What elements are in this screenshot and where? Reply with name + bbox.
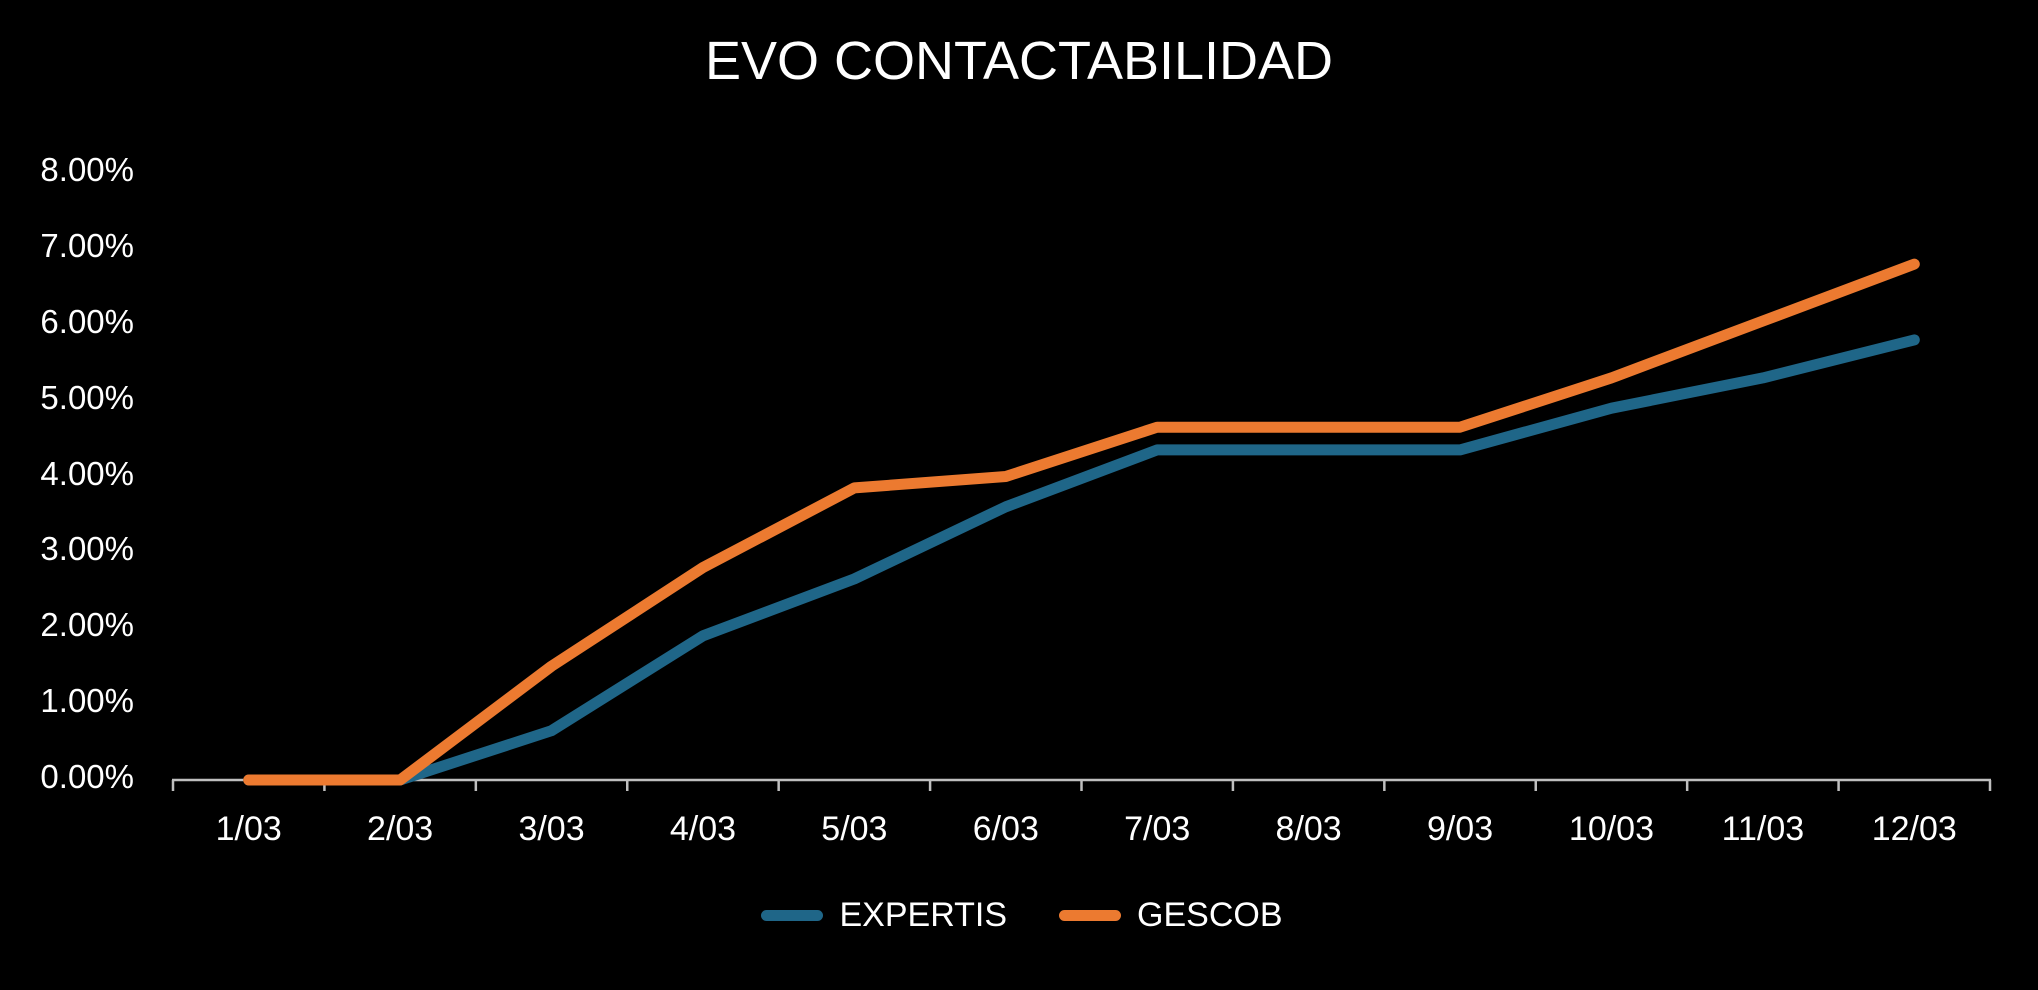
series-line-expertis: [243, 334, 1920, 786]
legend-item-gescob: GESCOB: [1059, 896, 1283, 934]
y-axis-tick-label: 7.00%: [40, 226, 134, 264]
y-axis-tick-label: 8.00%: [40, 151, 134, 188]
x-axis-tick-label: 3/03: [518, 810, 585, 848]
legend-swatch-expertis: [761, 909, 824, 921]
legend-label: GESCOB: [1137, 896, 1283, 934]
y-axis-tick-label: 1.00%: [40, 682, 134, 720]
legend-label: EXPERTIS: [839, 896, 1008, 934]
series-line-gescob: [243, 258, 1920, 786]
y-axis-tick-label: 3.00%: [40, 530, 134, 568]
legend: EXPERTIS GESCOB: [0, 898, 2038, 932]
y-axis-tick-label: 2.00%: [40, 606, 134, 644]
x-axis-tick-label: 9/03: [1426, 810, 1494, 848]
x-axis-tick-label: 8/03: [1275, 810, 1342, 848]
y-axis-tick-label: 5.00%: [40, 378, 134, 416]
x-axis-tick-label: 2/03: [367, 810, 434, 848]
x-axis-tick-label: 4/03: [669, 810, 737, 848]
x-axis-tick-label: 6/03: [972, 810, 1039, 848]
y-axis-tick-label: 0.00%: [40, 758, 134, 795]
y-axis-tick-label: 6.00%: [40, 302, 134, 340]
legend-item-expertis: EXPERTIS: [761, 898, 1007, 932]
legend-swatch-gescob: [1059, 909, 1122, 921]
x-axis-tick-label: 11/03: [1721, 810, 1805, 848]
x-axis-tick-label: 5/03: [821, 810, 888, 848]
chart-title: EVO CONTACTABILIDAD: [704, 31, 1334, 91]
x-axis-tick-label: 10/03: [1568, 810, 1654, 848]
y-axis-tick-label: 4.00%: [40, 454, 134, 492]
x-axis-tick-label: 7/03: [1124, 810, 1191, 848]
x-axis-tick-label: 12/03: [1871, 810, 1957, 848]
x-axis-tick-label: 1/03: [215, 810, 282, 848]
